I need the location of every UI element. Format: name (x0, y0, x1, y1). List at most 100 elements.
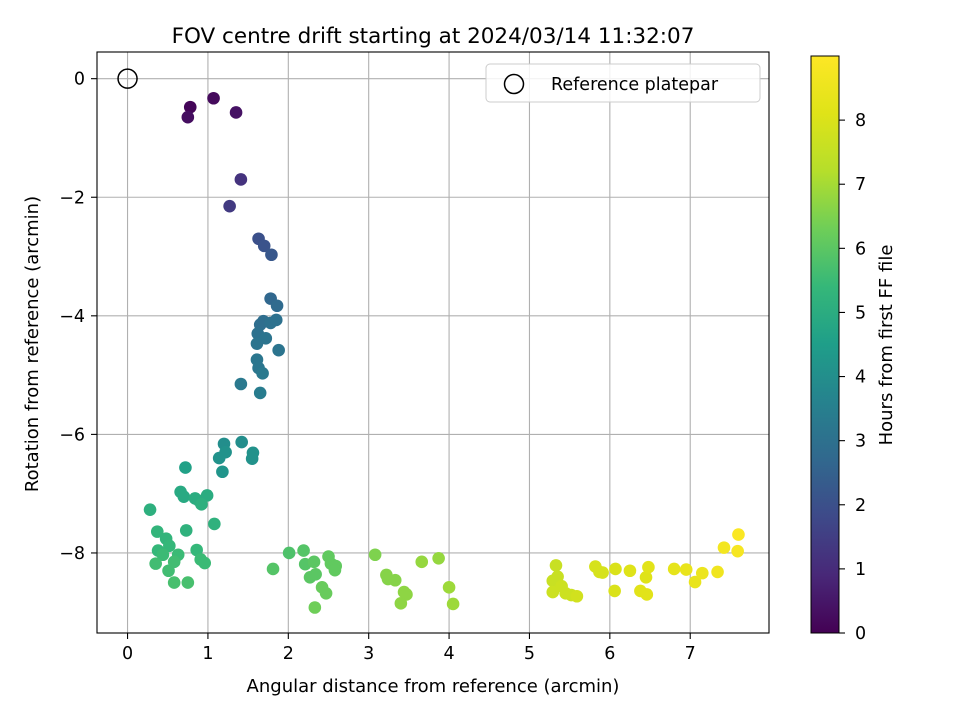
data-point (608, 584, 621, 598)
legend-marker (503, 73, 525, 95)
data-point (167, 576, 181, 589)
colorbar-tick-label: 5 (855, 303, 866, 323)
y-axis-label: Rotation from reference (arcmin) (22, 196, 43, 492)
colorbar-tick-label: 4 (855, 368, 866, 388)
data-point (308, 601, 322, 614)
data-point (269, 313, 283, 327)
data-point (711, 565, 724, 579)
data-points (143, 91, 745, 614)
x-axis-label: Angular distance from reference (arcmin) (247, 676, 620, 697)
data-point (179, 524, 193, 537)
data-point (177, 490, 191, 503)
data-point (229, 106, 243, 119)
data-point (328, 563, 342, 577)
plot-background (97, 52, 769, 633)
colorbar-gradient (810, 55, 840, 634)
plot-frame (96, 51, 770, 634)
data-point (679, 563, 693, 576)
x-tick-label: 4 (444, 644, 455, 664)
data-point (250, 337, 264, 350)
data-point (415, 555, 429, 569)
data-point (388, 573, 402, 587)
colorbar-tick-label: 1 (855, 560, 866, 580)
data-point (179, 461, 192, 474)
data-point (235, 435, 248, 449)
data-point (297, 544, 310, 557)
colorbar-tick-label: 0 (855, 624, 866, 644)
legend-entry-reference: Reference platepar (551, 75, 719, 95)
data-point (394, 597, 408, 610)
data-point (546, 585, 560, 599)
data-point (309, 568, 322, 581)
colorbar-tick-label: 6 (855, 239, 866, 259)
reference-marker (117, 68, 138, 89)
data-point (282, 546, 296, 560)
data-point (253, 386, 267, 400)
data-point (368, 548, 382, 562)
y-tick-label: −4 (59, 307, 85, 327)
data-point (245, 452, 259, 466)
data-point (695, 566, 709, 580)
data-point (181, 110, 195, 124)
data-point (732, 528, 745, 541)
data-point (609, 562, 622, 576)
data-point (270, 299, 284, 313)
colorbar-tick-label: 2 (855, 496, 866, 516)
data-point (319, 586, 333, 600)
chart-title: FOV centre drift starting at 2024/03/14 … (172, 24, 695, 49)
reference-platepar-point (117, 68, 138, 89)
colorbar-tick-label: 3 (855, 432, 866, 452)
data-point (717, 541, 731, 554)
data-point (183, 100, 197, 114)
colorbar-ticks: 0 1 2 3 4 5 6 7 8 (839, 111, 866, 644)
data-point (195, 498, 208, 511)
data-point (256, 367, 269, 380)
x-tick-label: 7 (685, 644, 696, 664)
y-axis: 0 −2 −4 −6 −8 (59, 70, 97, 564)
x-tick-label: 6 (604, 644, 615, 664)
x-tick-label: 5 (524, 644, 535, 664)
data-point (234, 173, 248, 186)
plot-area (96, 51, 770, 634)
data-point (163, 539, 176, 553)
data-point (731, 544, 744, 558)
data-point (549, 559, 563, 572)
data-point (208, 517, 221, 531)
data-point (162, 564, 175, 578)
y-tick-label: −2 (59, 188, 85, 208)
data-point (257, 239, 271, 253)
y-tick-label: −8 (59, 544, 85, 564)
colorbar: 0 1 2 3 4 5 6 7 8 Hours from first FF file (810, 55, 897, 644)
x-tick-label: 0 (122, 644, 133, 664)
data-point (265, 248, 278, 262)
y-tick-label: −6 (59, 425, 85, 445)
data-point (266, 562, 280, 576)
data-point (207, 91, 220, 105)
data-point (640, 588, 654, 601)
data-point (432, 552, 445, 565)
data-point (216, 465, 229, 479)
data-point (570, 589, 584, 603)
colorbar-label: Hours from first FF file (876, 245, 897, 446)
y-tick-label: 0 (74, 70, 85, 90)
data-point (150, 525, 164, 538)
data-point (596, 566, 609, 579)
data-point (642, 560, 655, 574)
data-point (190, 543, 203, 557)
data-point (212, 451, 226, 465)
x-tick-label: 3 (363, 644, 374, 664)
data-point (234, 377, 248, 391)
x-tick-label: 1 (202, 644, 213, 664)
data-point (446, 597, 460, 611)
legend-box (485, 63, 761, 103)
data-point (688, 575, 702, 589)
grid (97, 52, 769, 633)
data-point (143, 503, 157, 516)
colorbar-tick-label: 7 (855, 175, 866, 195)
x-axis: 0 1 2 3 4 5 6 7 (122, 633, 696, 664)
x-tick-label: 2 (283, 644, 294, 664)
colorbar-tick-label: 8 (855, 111, 866, 131)
data-point (181, 576, 195, 589)
data-point (272, 343, 285, 357)
